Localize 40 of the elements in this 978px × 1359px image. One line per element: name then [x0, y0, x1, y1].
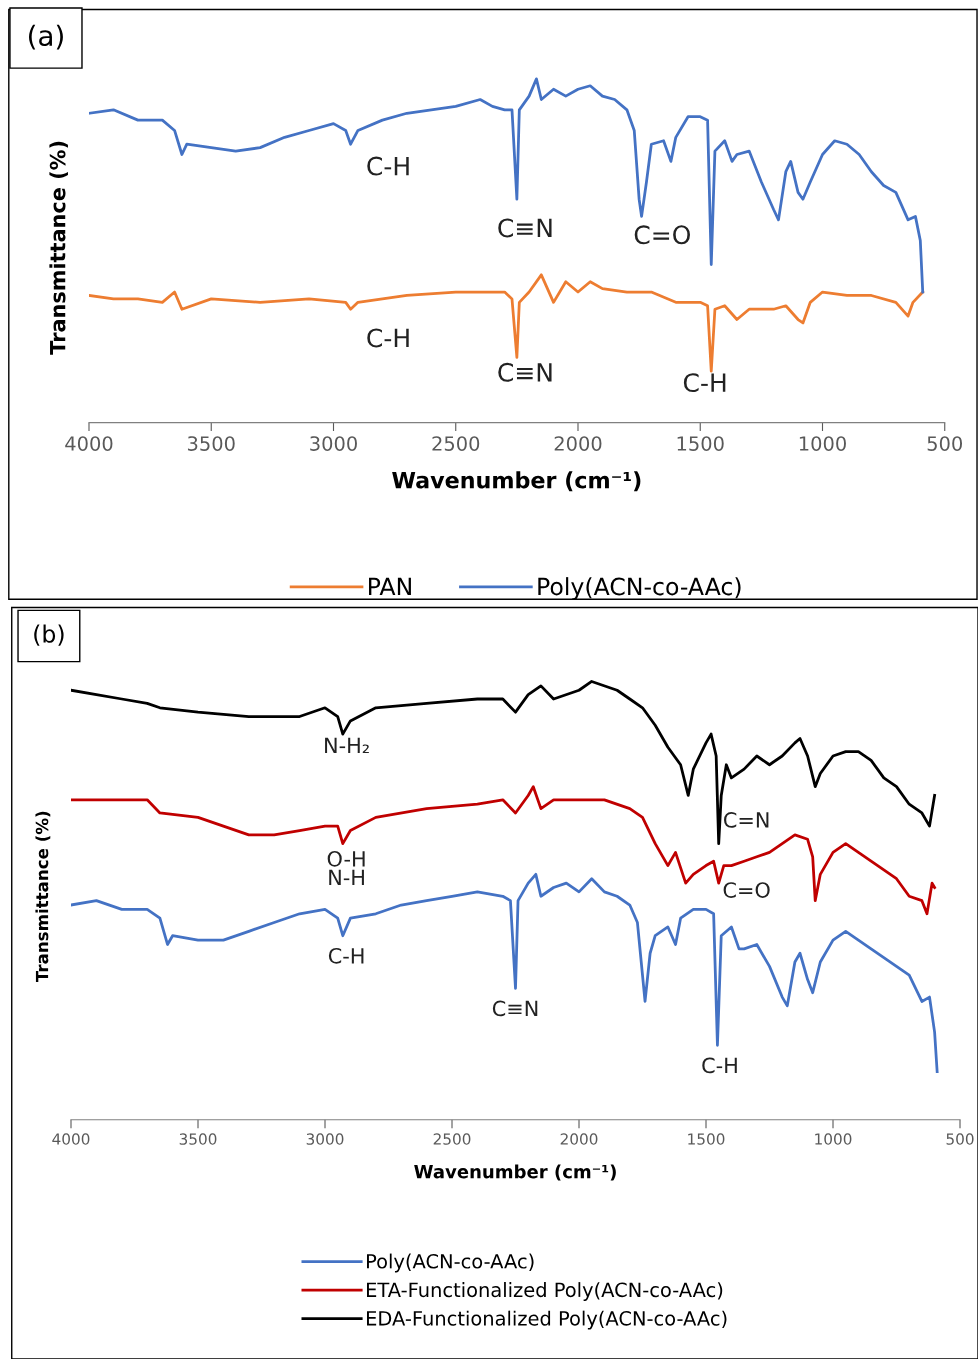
x-tick-label: 2000	[560, 1133, 598, 1145]
legend-label: ETA-Functionalized Poly(ACN-co-AAc)	[367, 1282, 723, 1301]
x-tick-label: 1500	[677, 436, 724, 451]
x-tick-label: 4000	[52, 1133, 90, 1145]
x-tick-label: 3000	[306, 1133, 344, 1145]
annotation: C≡N	[492, 1000, 538, 1017]
annotation: C-H	[683, 373, 726, 393]
x-axis-title: Wavenumber (cm⁻¹)	[414, 1164, 616, 1181]
legend-label: Poly(ACN-co-AAc)	[367, 1253, 534, 1273]
annotation: C=O	[634, 225, 690, 245]
x-tick-label: 500	[946, 1133, 974, 1145]
annotation: C≡N	[498, 362, 552, 382]
legend-label: EDA-Functionalized Poly(ACN-co-AAc)	[367, 1310, 727, 1330]
x-tick-label: 3500	[187, 436, 235, 451]
annotation: C≡N	[498, 218, 552, 238]
x-tick-label: 1500	[688, 1133, 725, 1145]
x-tick-label: 2000	[554, 436, 602, 451]
chart-title: (b)	[34, 624, 64, 646]
chart-title: (a)	[29, 24, 63, 50]
x-tick-label: 3500	[179, 1133, 217, 1145]
x-tick-label: 2500	[433, 1133, 471, 1145]
legend-label: PAN	[369, 577, 411, 596]
x-tick-label: 500	[927, 436, 963, 451]
y-axis-title: Transmittance (%)	[49, 141, 68, 355]
x-tick-label: 1000	[799, 436, 846, 451]
x-tick-label: 4000	[65, 436, 113, 451]
annotation: N-H₂	[325, 737, 369, 754]
annotation: C-H	[328, 947, 364, 964]
annotation: C-H	[367, 156, 409, 176]
x-tick-label: 1000	[815, 1133, 852, 1145]
legend-label: Poly(ACN-co-AAc)	[538, 577, 741, 600]
x-axis-title: Wavenumber (cm⁻¹)	[392, 471, 641, 492]
annotation: C-H	[367, 328, 409, 348]
y-axis-title: Transmittance (%)	[35, 811, 51, 983]
annotation: C=O	[723, 882, 770, 898]
annotation: O-H N-H	[327, 850, 365, 885]
x-tick-label: 2500	[432, 436, 480, 451]
annotation: C=N	[724, 812, 769, 828]
x-tick-label: 3000	[310, 436, 357, 451]
annotation: C-H	[702, 1057, 737, 1074]
